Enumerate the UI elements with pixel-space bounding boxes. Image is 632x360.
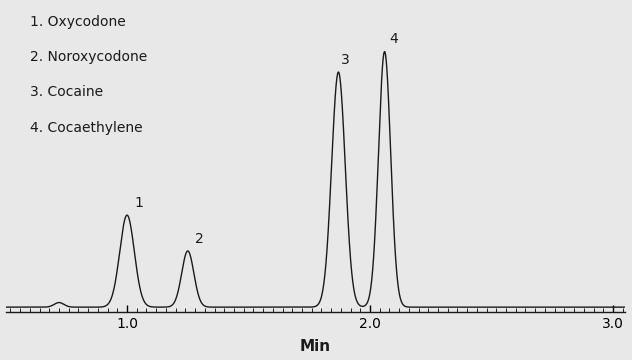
X-axis label: Min: Min <box>300 339 331 355</box>
Text: 1: 1 <box>135 196 143 210</box>
Text: 3: 3 <box>341 53 349 67</box>
Text: 2. Noroxycodone: 2. Noroxycodone <box>30 50 148 64</box>
Text: 1. Oxycodone: 1. Oxycodone <box>30 15 126 29</box>
Text: 4: 4 <box>389 32 398 46</box>
Text: 2: 2 <box>195 232 204 246</box>
Text: 4. Cocaethylene: 4. Cocaethylene <box>30 121 143 135</box>
Text: 3. Cocaine: 3. Cocaine <box>30 85 104 99</box>
